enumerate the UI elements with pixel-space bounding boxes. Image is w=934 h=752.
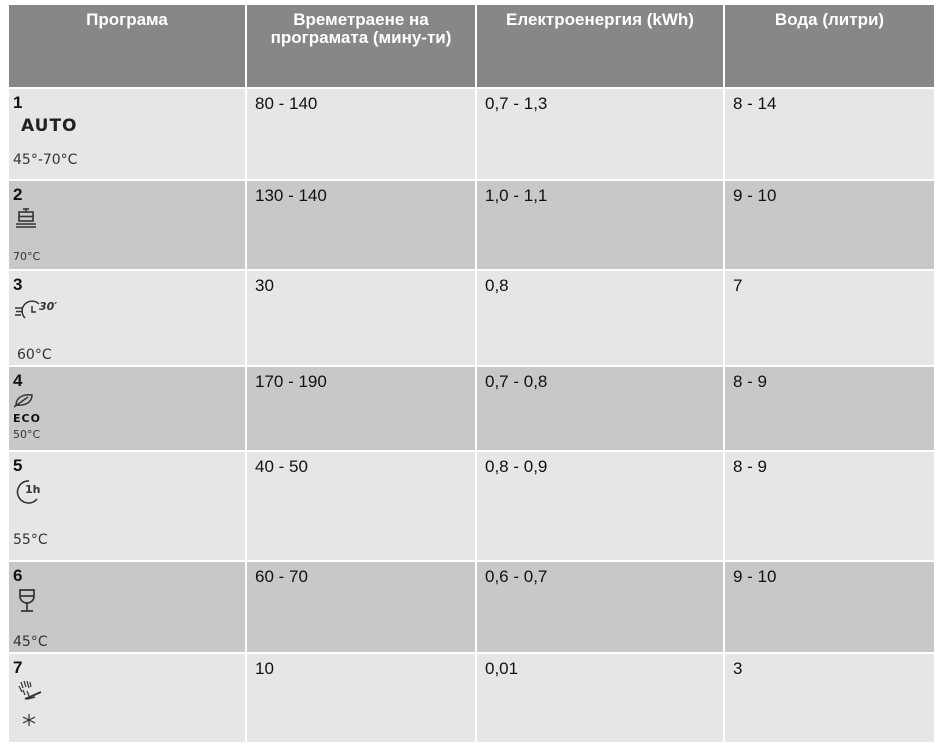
- program-number: 3: [13, 275, 23, 294]
- program-number: 2: [13, 185, 23, 204]
- header-duration: Времетраене на програмата (мину-ти): [247, 5, 477, 87]
- energy-cell: 0,6 - 0,7: [477, 560, 725, 652]
- table-header-row: Програма Времетраене на програмата (мину…: [9, 5, 934, 87]
- table-row: 5 1h 55°C 40 - 50 0,8 - 0,9 8 - 9: [9, 450, 934, 560]
- header-energy: Електроенергия (kWh): [477, 5, 725, 87]
- table-row: 7 10 0,01 3: [9, 652, 934, 742]
- program-number: 7: [13, 658, 23, 677]
- program-cell: 6 45°C: [9, 560, 247, 652]
- energy-cell: 0,7 - 1,3: [477, 87, 725, 179]
- energy-cell: 0,8 - 0,9: [477, 450, 725, 560]
- water-cell: 8 - 9: [725, 450, 934, 560]
- energy-cell: 0,8: [477, 269, 725, 365]
- quick-30-icon: 30′: [13, 296, 237, 329]
- one-hour-clock-icon: 1h: [13, 477, 237, 512]
- water-cell: 7: [725, 269, 934, 365]
- program-number: 4: [13, 371, 23, 390]
- eco-label: ECO: [13, 412, 41, 425]
- header-water: Вода (литри): [725, 5, 934, 87]
- intensive-pots-icon: [13, 206, 237, 239]
- program-number: 5: [13, 456, 23, 475]
- cut-off-heading: [0, 0, 180, 4]
- water-cell: 9 - 10: [725, 560, 934, 652]
- table-row: 3 30′ 60°C 30 0,8 7: [9, 269, 934, 365]
- program-number: 6: [13, 566, 23, 585]
- program-temperature: 60°C: [17, 347, 52, 363]
- snowflake-icon: [13, 712, 237, 732]
- header-program: Програма: [9, 5, 247, 87]
- program-number: 1: [13, 93, 23, 112]
- duration-cell: 40 - 50: [247, 450, 477, 560]
- program-cell: 4 ECO 50°C: [9, 365, 247, 450]
- table-row: 6 45°C 60 - 70 0,6 - 0,7 9 - 10: [9, 560, 934, 652]
- water-cell: 8 - 14: [725, 87, 934, 179]
- program-temperature: 50°C: [13, 428, 41, 441]
- auto-icon: AUTO: [21, 116, 78, 136]
- svg-text:30′: 30′: [39, 300, 57, 313]
- duration-cell: 30: [247, 269, 477, 365]
- table-row: 4 ECO 50°C 170 - 190 0,7 - 0,8 8 - 9: [9, 365, 934, 450]
- table-row: 1 AUTO 45°-70°C 80 - 140 0,7 - 1,3 8 - 1…: [9, 87, 934, 179]
- program-cell: 1 AUTO 45°-70°C: [9, 87, 247, 179]
- energy-cell: 1,0 - 1,1: [477, 179, 725, 269]
- pre-rinse-shower-icon: [13, 679, 237, 708]
- svg-text:1h: 1h: [25, 483, 41, 496]
- duration-cell: 80 - 140: [247, 87, 477, 179]
- energy-cell: 0,7 - 0,8: [477, 365, 725, 450]
- water-cell: 8 - 9: [725, 365, 934, 450]
- duration-cell: 170 - 190: [247, 365, 477, 450]
- duration-cell: 60 - 70: [247, 560, 477, 652]
- duration-cell: 10: [247, 652, 477, 742]
- program-temperature: 45°-70°C: [13, 152, 78, 168]
- table-row: 2 70°C 130 - 140 1,0 - 1,1 9 - 10: [9, 179, 934, 269]
- program-temperature: 70°C: [13, 250, 41, 263]
- water-cell: 9 - 10: [725, 179, 934, 269]
- program-cell: 3 30′ 60°C: [9, 269, 247, 365]
- eco-leaf-icon: [13, 392, 237, 413]
- program-cell: 5 1h 55°C: [9, 450, 247, 560]
- program-cell: 2 70°C: [9, 179, 247, 269]
- duration-cell: 130 - 140: [247, 179, 477, 269]
- wine-glass-icon: [13, 587, 237, 620]
- program-cell: 7: [9, 652, 247, 742]
- program-consumption-table: Програма Времетраене на програмата (мину…: [9, 5, 934, 742]
- program-temperature: 55°C: [13, 532, 48, 548]
- energy-cell: 0,01: [477, 652, 725, 742]
- water-cell: 3: [725, 652, 934, 742]
- program-temperature: 45°C: [13, 634, 48, 650]
